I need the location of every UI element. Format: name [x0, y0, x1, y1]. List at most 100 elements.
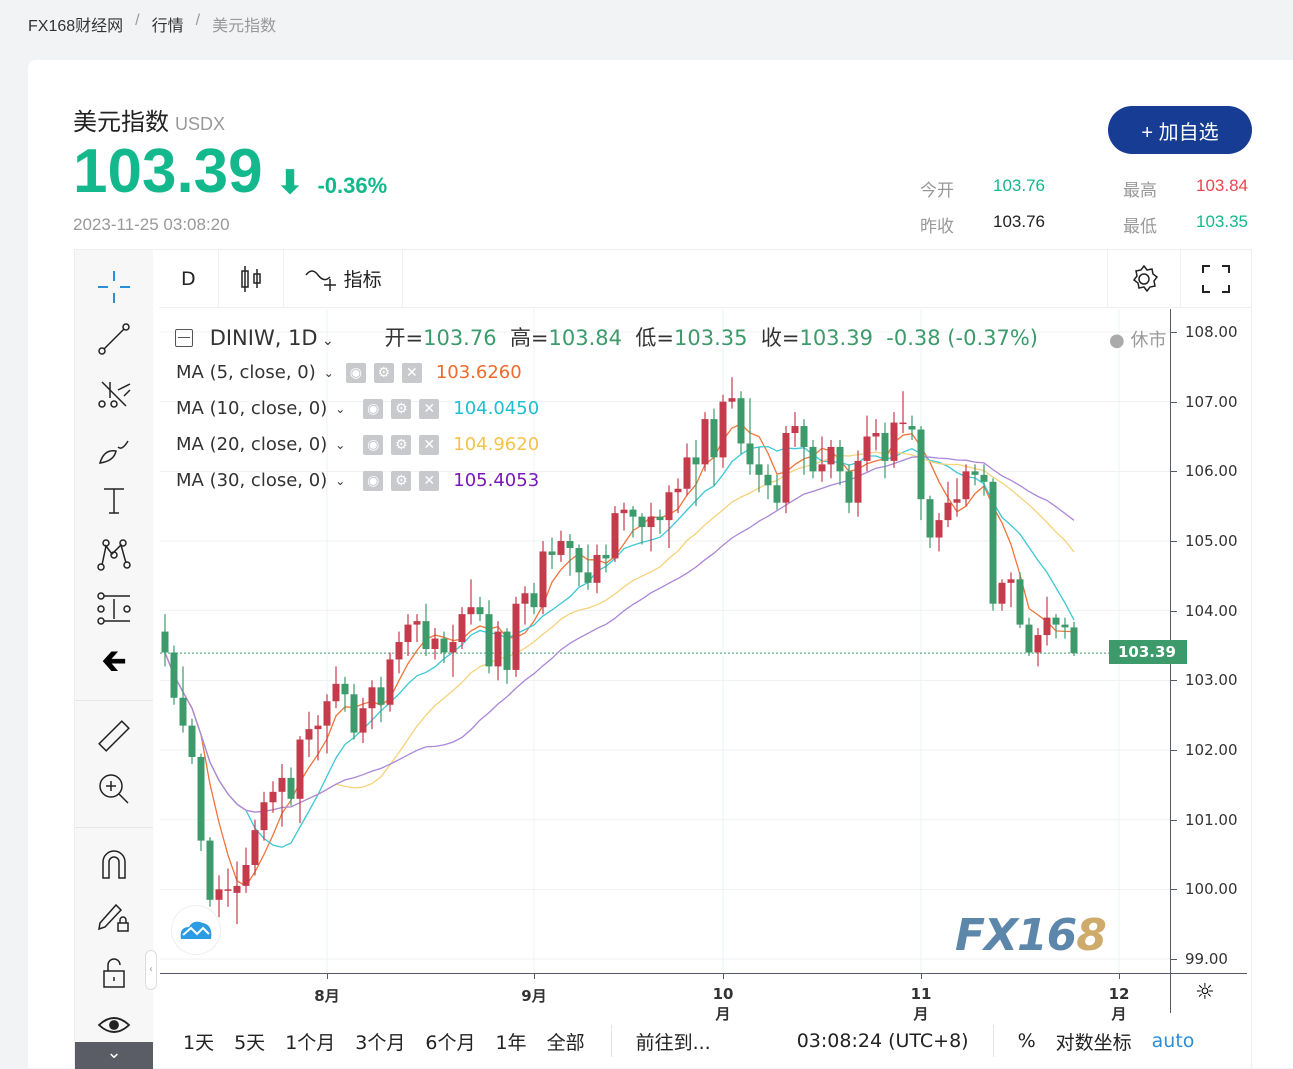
y-tick-label: 104.00 — [1185, 601, 1238, 620]
bottom-bar: 1天 5天 1个月 3个月 6个月 1年 全部 前往到... 03:08:24 (UTC+8… — [159, 1013, 1251, 1069]
candle-body — [440, 638, 448, 653]
x-tick-label: 10月 — [712, 985, 734, 1023]
indicator-icon — [305, 269, 336, 291]
x-tick-label: 11月 — [910, 985, 932, 1023]
auto-scale-toggle[interactable]: auto — [1151, 1030, 1195, 1052]
chevron-down-icon[interactable]: ⌄ — [335, 473, 346, 488]
magnet-icon[interactable] — [95, 845, 133, 883]
gear-icon[interactable]: ⚙ — [391, 434, 412, 455]
gear-icon[interactable]: ⚙ — [373, 362, 394, 383]
text-tool-icon[interactable] — [95, 482, 133, 520]
candle-body — [368, 687, 376, 709]
pattern-icon[interactable] — [95, 536, 133, 574]
symbol-interval[interactable]: DINIW, 1D — [209, 326, 318, 350]
range-0[interactable]: 1天 — [183, 1031, 215, 1054]
chart-widget: 🡰 ⌄ D 指标 108.00 107.00 106.00 105.00 104.00 1… — [74, 249, 1252, 1069]
chevron-down-icon[interactable]: ⌄ — [75, 1042, 153, 1069]
y-tick-label: 99.00 — [1185, 950, 1228, 969]
time-axis-line — [160, 973, 1247, 974]
zoom-in-icon[interactable] — [95, 770, 133, 808]
ruler-icon[interactable] — [95, 718, 133, 756]
eye-icon[interactable] — [95, 1006, 133, 1044]
range-1[interactable]: 5天 — [234, 1031, 266, 1054]
goto-date-button[interactable]: 前往到... — [635, 1031, 711, 1054]
candle-body — [818, 464, 826, 472]
ma-legend-1: MA (10, close, 0) ⌄ ◉ ⚙ ✕ 104.0450 — [176, 398, 539, 419]
range-2[interactable]: 1个月 — [285, 1031, 336, 1054]
chevron-down-icon[interactable]: ⌄ — [323, 365, 334, 380]
candle-body — [323, 701, 331, 726]
breadcrumb-home[interactable]: FX168财经网 — [28, 18, 124, 35]
trend-line-icon[interactable] — [95, 320, 133, 358]
timestamp: 2023-11-25 03:08:20 — [73, 215, 230, 234]
collapse-toolbar-handle[interactable]: ‹ — [145, 950, 157, 990]
ma-legend-2: MA (20, close, 0) ⌄ ◉ ⚙ ✕ 104.9620 — [176, 434, 539, 455]
gear-icon[interactable]: ⚙ — [391, 398, 412, 419]
fullscreen-button[interactable] — [1181, 250, 1251, 308]
percent-toggle[interactable]: % — [1017, 1030, 1036, 1052]
close-icon[interactable]: ✕ — [419, 398, 440, 419]
prev-close-label: 昨收 — [920, 217, 954, 236]
clock[interactable]: 03:08:24 (UTC+8) — [796, 1030, 969, 1052]
ma-label[interactable]: MA (10, close, 0) — [176, 398, 328, 419]
eye-icon[interactable]: ◉ — [345, 362, 366, 383]
sun-icon[interactable]: ☼ — [1195, 980, 1215, 1005]
logo-badge[interactable] — [171, 905, 221, 955]
close-icon[interactable]: ✕ — [401, 362, 422, 383]
arrow-left-icon[interactable]: 🡰 — [101, 643, 127, 679]
brush-icon[interactable] — [95, 430, 133, 468]
candle-type-button[interactable] — [219, 249, 284, 308]
lock-drawing-icon[interactable] — [95, 898, 133, 936]
add-watchlist-button[interactable]: + 加自选 — [1108, 106, 1252, 154]
candle-body — [305, 729, 313, 740]
pitchfork-icon[interactable] — [95, 375, 133, 413]
legend-change: -0.38 (-0.37%) — [886, 326, 1038, 350]
candle-body — [827, 446, 835, 465]
candle-body — [944, 502, 952, 521]
range-5[interactable]: 1年 — [495, 1031, 527, 1054]
candle-body — [224, 889, 232, 891]
candle-body — [737, 398, 745, 444]
eye-icon[interactable]: ◉ — [363, 398, 384, 419]
candle-body — [980, 474, 988, 482]
y-tick-label: 101.00 — [1185, 810, 1238, 829]
eye-icon[interactable]: ◉ — [363, 470, 384, 491]
candle-body — [431, 638, 439, 649]
chevron-down-icon[interactable]: ⌄ — [335, 437, 346, 452]
candle-body — [521, 593, 529, 604]
settings-button[interactable] — [1107, 249, 1181, 308]
close-icon[interactable]: ✕ — [419, 434, 440, 455]
range-6[interactable]: 全部 — [546, 1031, 585, 1054]
range-4[interactable]: 6个月 — [425, 1031, 476, 1054]
eye-icon[interactable]: ◉ — [363, 434, 384, 455]
collapse-icon[interactable] — [175, 329, 193, 347]
candle-body — [350, 694, 358, 733]
range-3[interactable]: 3个月 — [355, 1031, 406, 1054]
crosshair-icon[interactable] — [95, 268, 133, 306]
indicators-button[interactable]: 指标 — [284, 249, 403, 308]
x-tick-label: 8月 — [314, 987, 340, 1005]
candle-body — [341, 683, 349, 695]
candlestick-chart[interactable] — [160, 309, 1170, 973]
ma-label[interactable]: MA (20, close, 0) — [176, 434, 328, 455]
unlock-icon[interactable] — [95, 953, 133, 991]
prev-close-value: 103.76 — [993, 212, 1045, 231]
candle-body — [782, 433, 790, 503]
gear-icon[interactable]: ⚙ — [391, 470, 412, 491]
chevron-down-icon[interactable]: ⌄ — [335, 401, 346, 416]
candle-body — [1043, 617, 1051, 636]
arrow-down-icon: ⬇ — [276, 164, 304, 200]
close-icon[interactable]: ✕ — [419, 470, 440, 491]
high-label: 最高 — [1123, 181, 1157, 200]
log-scale-toggle[interactable]: 对数坐标 — [1055, 1031, 1132, 1054]
breadcrumb-market[interactable]: 行情 — [151, 18, 184, 35]
measure-range-icon[interactable] — [95, 590, 133, 628]
candle-body — [845, 471, 853, 503]
ma-label[interactable]: MA (5, close, 0) — [176, 362, 316, 383]
ma-label[interactable]: MA (30, close, 0) — [176, 470, 328, 491]
interval-button[interactable]: D — [159, 249, 219, 308]
candle-body — [575, 547, 583, 573]
candle-body — [926, 499, 934, 538]
candle-body — [989, 481, 997, 604]
candle-body — [809, 446, 817, 472]
